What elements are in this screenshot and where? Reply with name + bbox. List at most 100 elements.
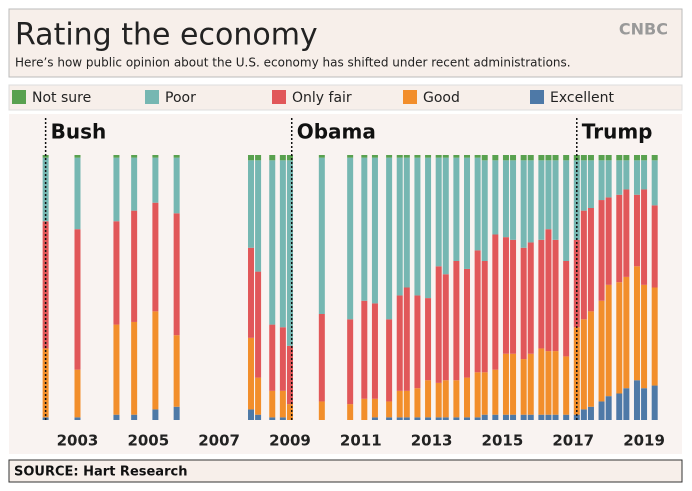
bar-segment — [131, 210, 138, 322]
source: SOURCE: Hart Research — [14, 465, 187, 480]
bar-segment — [347, 155, 354, 158]
x-tick-label: 2017 — [552, 432, 594, 450]
bar-segment — [255, 271, 262, 378]
bar-segment — [605, 396, 612, 420]
bar-segment — [152, 409, 159, 420]
bar-segment — [633, 194, 640, 267]
bar-segment — [152, 155, 159, 158]
x-tick-label: 2011 — [340, 432, 382, 450]
bar-segment — [403, 157, 410, 288]
bar-segment — [481, 372, 488, 415]
bar-segment — [386, 157, 393, 320]
bar-segment — [42, 157, 49, 222]
bar-segment — [361, 300, 368, 399]
bar-segment — [651, 155, 658, 161]
bar-segment — [453, 157, 460, 261]
bar-segment — [527, 353, 534, 415]
bar-segment — [403, 287, 410, 391]
bar-segment — [269, 160, 276, 325]
bar-segment — [386, 155, 393, 158]
bar-segment — [318, 157, 325, 314]
bar-segment — [435, 382, 442, 418]
x-tick-label: 2013 — [411, 432, 453, 450]
bar-segment — [502, 160, 509, 238]
bar-segment — [616, 393, 623, 420]
legend-label: Not sure — [32, 90, 91, 106]
bar-segment — [435, 155, 442, 158]
bar-segment — [173, 157, 180, 214]
bar-segment — [152, 202, 159, 312]
bar-segment — [131, 157, 138, 211]
bar-segment — [414, 417, 421, 420]
bar-segment — [545, 155, 552, 161]
legend-swatch — [403, 90, 417, 104]
bar-segment — [474, 417, 481, 420]
bar-segment — [492, 160, 499, 235]
bar-segment — [481, 414, 488, 420]
bar-segment — [371, 157, 378, 304]
bar-segment — [74, 369, 81, 418]
legend-swatch — [145, 90, 159, 104]
header-box — [8, 8, 683, 78]
bar-segment — [552, 239, 559, 352]
bar-segment — [623, 155, 630, 161]
bar-segment — [74, 229, 81, 370]
bar-segment — [286, 155, 293, 161]
bar-segment — [587, 208, 594, 312]
bar-segment — [651, 160, 658, 206]
bar-segment — [414, 388, 421, 418]
bar-segment — [538, 155, 545, 161]
bar-segment — [74, 155, 81, 158]
bar-segment — [414, 157, 421, 296]
bar-segment — [520, 160, 527, 248]
bar-segment — [474, 250, 481, 373]
bar-segment — [255, 155, 262, 161]
bar-segment — [598, 200, 605, 301]
x-tick-label: 2019 — [623, 432, 665, 450]
bar-segment — [396, 417, 403, 420]
bar-segment — [580, 319, 587, 410]
bar-segment — [361, 157, 368, 301]
bar-segment — [573, 414, 580, 420]
bar-segment — [279, 390, 286, 418]
bar-segment — [425, 298, 432, 381]
bar-segment — [269, 390, 276, 418]
bar-segment — [403, 390, 410, 418]
bar-segment — [527, 242, 534, 354]
bar-segment — [464, 377, 471, 418]
x-tick-label: 2005 — [127, 432, 169, 450]
bar-segment — [173, 335, 180, 407]
era-label: Obama — [297, 120, 376, 144]
bar-segment — [520, 155, 527, 161]
bar-segment — [131, 155, 138, 158]
bar-segment — [318, 314, 325, 402]
bar-segment — [279, 417, 286, 420]
bar-segment — [587, 160, 594, 208]
bar-segment — [113, 155, 120, 158]
bar-segment — [580, 160, 587, 211]
bar-segment — [386, 417, 393, 420]
bar-segment — [552, 160, 559, 240]
x-tick-label: 2009 — [269, 432, 311, 450]
bar-segment — [520, 247, 527, 360]
bar-segment — [510, 160, 517, 240]
bar-segment — [74, 157, 81, 230]
legend-label: Poor — [165, 90, 196, 106]
bar-segment — [481, 261, 488, 373]
bar-segment — [318, 155, 325, 158]
bar-segment — [474, 372, 481, 418]
bar-segment — [425, 417, 432, 420]
bar-segment — [545, 229, 552, 352]
bar-segment — [113, 157, 120, 222]
bar-segment — [492, 369, 499, 415]
bar-segment — [371, 417, 378, 420]
bar-segment — [538, 239, 545, 349]
bar-segment — [502, 237, 509, 354]
bar-segment — [527, 414, 534, 420]
legend-label: Excellent — [550, 90, 614, 106]
bar-segment — [552, 414, 559, 420]
bar-segment — [633, 155, 640, 161]
bar-segment — [538, 414, 545, 420]
bar-segment — [545, 160, 552, 230]
bar-segment — [453, 155, 460, 158]
